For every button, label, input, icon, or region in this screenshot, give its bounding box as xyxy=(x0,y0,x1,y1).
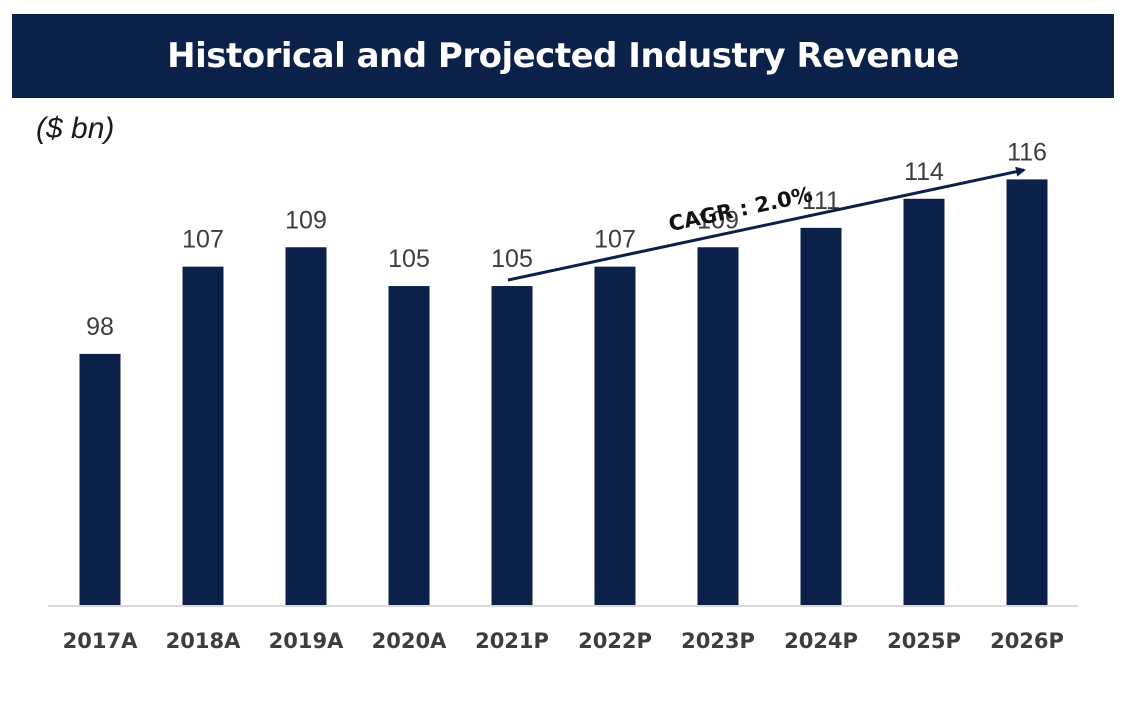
x-tick-2025P: 2025P xyxy=(887,629,961,653)
value-label-2022P: 107 xyxy=(594,226,636,254)
x-tick-2023P: 2023P xyxy=(681,629,755,653)
x-tick-2017A: 2017A xyxy=(63,629,138,653)
x-tick-2022P: 2022P xyxy=(578,629,652,653)
cagr-arrow xyxy=(507,166,1026,282)
cagr-label: CAGR : 2.0% xyxy=(666,182,814,236)
value-label-2025P: 114 xyxy=(904,158,944,186)
bar-2025P xyxy=(903,198,945,607)
value-label-2026P: 116 xyxy=(1007,138,1047,166)
x-tick-2020A: 2020A xyxy=(372,629,447,653)
value-label-2019A: 109 xyxy=(285,206,327,234)
x-tick-2024P: 2024P xyxy=(784,629,858,653)
value-label-2023P: 109 xyxy=(697,206,739,234)
bar-2022P xyxy=(594,266,636,606)
title-bar: Historical and Projected Industry Revenu… xyxy=(12,14,1114,98)
bar-2024P xyxy=(800,227,842,606)
bar-2017A xyxy=(79,353,121,606)
unit-label: ($ bn) xyxy=(36,112,115,145)
bar-2020A xyxy=(388,286,430,606)
bar-2023P xyxy=(697,247,739,606)
bar-2018A xyxy=(182,266,224,606)
bar-2021P xyxy=(491,286,533,606)
x-tick-2019A: 2019A xyxy=(269,629,344,653)
bar-2019A xyxy=(285,247,327,606)
value-label-2017A: 98 xyxy=(86,313,114,341)
value-label-2018A: 107 xyxy=(182,226,224,254)
x-tick-2018A: 2018A xyxy=(166,629,241,653)
value-label-2021P: 105 xyxy=(491,245,533,273)
bar-2026P xyxy=(1006,179,1048,607)
value-label-2020A: 105 xyxy=(388,245,430,273)
chart-title: Historical and Projected Industry Revenu… xyxy=(167,36,959,76)
x-tick-2021P: 2021P xyxy=(475,629,549,653)
x-tick-2026P: 2026P xyxy=(990,629,1064,653)
